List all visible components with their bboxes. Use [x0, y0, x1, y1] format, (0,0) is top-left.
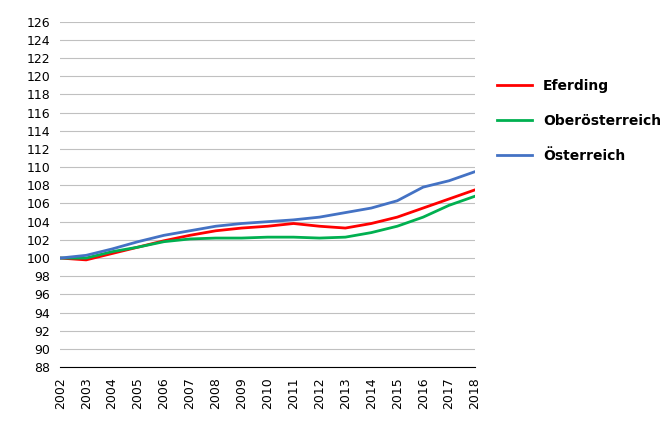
Oberösterreich [264, 235, 272, 240]
Eferding [393, 215, 401, 220]
Österreich [264, 219, 272, 224]
Legend: Eferding, Oberösterreich, Österreich: Eferding, Oberösterreich, Österreich [492, 73, 666, 168]
Österreich [160, 233, 168, 238]
Eferding [212, 228, 220, 233]
Oberösterreich [82, 255, 90, 260]
Oberösterreich [393, 224, 401, 229]
Österreich [108, 246, 116, 251]
Österreich [82, 253, 90, 258]
Oberösterreich [341, 235, 349, 240]
Eferding [160, 238, 168, 243]
Österreich [186, 228, 194, 233]
Österreich [56, 255, 64, 260]
Eferding [367, 221, 375, 226]
Österreich [367, 206, 375, 211]
Eferding [341, 226, 349, 231]
Eferding [237, 226, 246, 231]
Eferding [471, 187, 479, 192]
Österreich [316, 215, 324, 220]
Oberösterreich [186, 236, 194, 241]
Österreich [341, 210, 349, 215]
Eferding [316, 224, 324, 229]
Oberösterreich [212, 235, 220, 241]
Oberösterreich [56, 255, 64, 260]
Oberösterreich [445, 203, 453, 208]
Oberösterreich [316, 235, 324, 241]
Line: Eferding: Eferding [60, 190, 475, 260]
Österreich [393, 198, 401, 203]
Oberösterreich [471, 194, 479, 199]
Österreich [134, 239, 142, 244]
Österreich [471, 169, 479, 174]
Oberösterreich [108, 249, 116, 254]
Oberösterreich [160, 239, 168, 244]
Eferding [264, 224, 272, 229]
Eferding [445, 197, 453, 202]
Österreich [445, 178, 453, 183]
Österreich [237, 221, 246, 226]
Line: Österreich: Österreich [60, 172, 475, 258]
Oberösterreich [419, 215, 427, 220]
Eferding [419, 206, 427, 211]
Oberösterreich [237, 235, 246, 241]
Österreich [212, 224, 220, 229]
Oberösterreich [367, 230, 375, 235]
Oberösterreich [290, 235, 298, 240]
Eferding [290, 221, 298, 226]
Österreich [419, 184, 427, 190]
Eferding [108, 251, 116, 256]
Eferding [56, 255, 64, 260]
Oberösterreich [134, 245, 142, 250]
Eferding [82, 257, 90, 263]
Line: Oberösterreich: Oberösterreich [60, 196, 475, 258]
Österreich [290, 217, 298, 222]
Eferding [186, 233, 194, 238]
Eferding [134, 245, 142, 250]
